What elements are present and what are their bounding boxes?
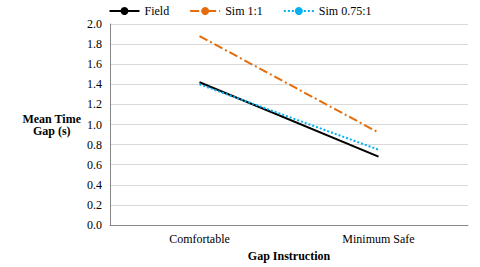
svg-text:Comfortable: Comfortable (169, 232, 230, 246)
svg-text:1.4: 1.4 (87, 77, 102, 91)
svg-text:1.6: 1.6 (87, 57, 102, 71)
svg-text:Minimum Safe: Minimum Safe (342, 232, 414, 246)
svg-text:1.2: 1.2 (87, 97, 102, 111)
svg-text:0.2: 0.2 (87, 198, 102, 212)
svg-text:Gap Instruction: Gap Instruction (248, 249, 331, 263)
svg-text:Sim 1:1: Sim 1:1 (225, 4, 263, 18)
svg-text:1.8: 1.8 (87, 37, 102, 51)
svg-text:2.0: 2.0 (87, 17, 102, 31)
svg-text:1.0: 1.0 (87, 118, 102, 132)
svg-text:Field: Field (144, 4, 169, 18)
svg-text:0.6: 0.6 (87, 158, 102, 172)
svg-text:0.4: 0.4 (87, 178, 102, 192)
svg-text:Mean Time: Mean Time (22, 111, 81, 126)
svg-text:Sim 0.75:1: Sim 0.75:1 (319, 4, 372, 18)
svg-text:0.0: 0.0 (87, 218, 102, 232)
svg-text:0.8: 0.8 (87, 138, 102, 152)
svg-text:Gap (s): Gap (s) (33, 124, 71, 138)
